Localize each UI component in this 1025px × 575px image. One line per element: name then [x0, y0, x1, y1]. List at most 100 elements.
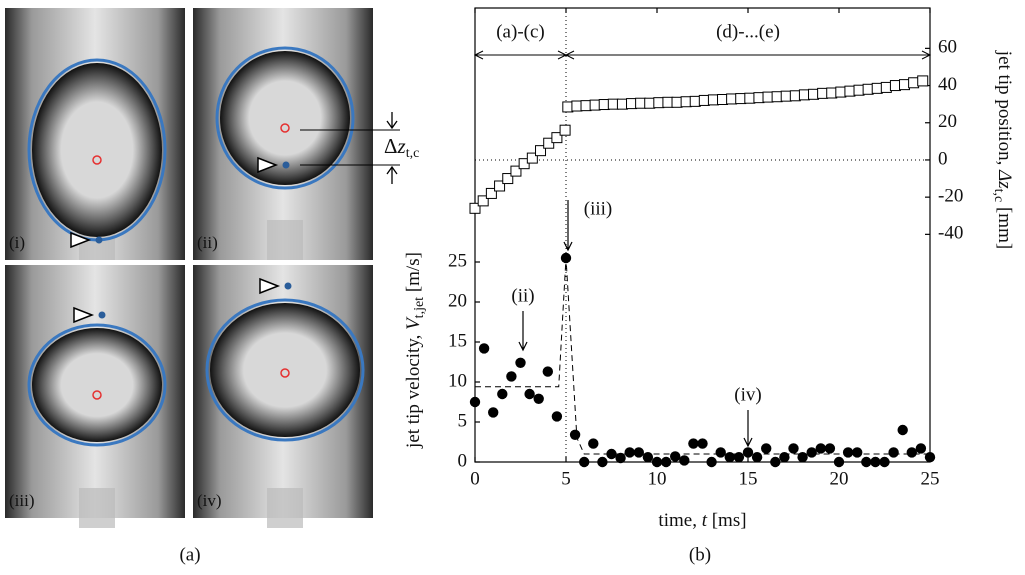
position-point: [580, 100, 592, 112]
caption: (a): [179, 544, 200, 565]
x-tick-label: 15: [739, 468, 758, 489]
bubble: [32, 63, 162, 237]
range-label: (a)-(c): [496, 21, 545, 42]
velocity-point: [751, 452, 763, 463]
position-point: [535, 145, 547, 157]
position-point: [744, 92, 756, 104]
velocity-point: [497, 388, 508, 400]
velocity-point: [615, 452, 626, 464]
velocity-point: [788, 443, 799, 454]
position-point: [526, 152, 538, 164]
y2-axis-label-part: t,c: [991, 189, 1006, 203]
velocity-point: [833, 456, 845, 468]
position-point: [589, 99, 601, 111]
fit-circle: [215, 46, 355, 190]
position-point: [616, 98, 628, 110]
range-label: (d)-...(e): [716, 21, 780, 42]
position-point: [626, 98, 638, 110]
panel-label: (ii): [197, 233, 218, 252]
position-point: [826, 87, 838, 99]
chart: 0 5 10 15 20 25 0 5 10 15 20 25 -40 -20 0 20 40 60 (a)-(c)…: [403, 7, 1015, 531]
velocity-point: [715, 447, 726, 458]
x-axis-label: time, t [ms]: [658, 510, 746, 531]
position-point: [469, 202, 481, 214]
position-point: [871, 82, 883, 94]
bubble: [210, 303, 360, 437]
x-axis-label-part: time,: [658, 510, 701, 531]
velocity-point: [842, 447, 854, 458]
position-point: [680, 96, 692, 108]
annotation-arrow: [518, 311, 528, 352]
panel-label: (i): [9, 233, 25, 252]
y-axis-label-part: jet tip velocity,: [403, 330, 424, 449]
position-point: [908, 77, 920, 89]
position-point: [835, 86, 847, 98]
position-point: [880, 81, 892, 93]
position-point: [571, 100, 583, 112]
jet-tip: [284, 282, 292, 290]
velocity-point: [606, 448, 617, 460]
y2-axis-label-part: jet tip position,: [994, 50, 1015, 170]
y2-tick-label: 20: [938, 111, 957, 132]
panel-label: (iv): [197, 491, 222, 510]
centre: [280, 368, 290, 378]
y-axis-label-part: [m/s]: [403, 252, 424, 297]
velocity-point: [770, 456, 781, 468]
velocity-point: [733, 452, 745, 463]
velocity-point: [815, 443, 826, 454]
centre: [280, 123, 290, 133]
x-tick-label: 25: [921, 468, 940, 489]
position-point: [662, 96, 674, 108]
position-point: [477, 195, 489, 207]
position-point: [518, 158, 530, 170]
position-point: [798, 89, 810, 101]
velocity-point: [660, 456, 672, 468]
position-point: [853, 84, 865, 96]
y2-tick-label: 60: [938, 37, 957, 58]
position-point: [717, 94, 729, 106]
velocity-point: [569, 429, 581, 440]
position-point: [607, 98, 619, 110]
velocity-point: [597, 456, 608, 468]
x-axis-label-part: t: [702, 510, 708, 531]
annotation: (ii): [511, 285, 534, 306]
y-tick-label: 20: [448, 290, 467, 311]
y-tick-label: 10: [448, 370, 467, 391]
position-point: [726, 93, 738, 105]
y-tick-label: 15: [448, 330, 467, 351]
velocity-point: [742, 447, 754, 458]
position-point: [689, 95, 701, 107]
position-point: [780, 90, 792, 102]
velocity-point: [524, 388, 535, 400]
pointer: [259, 277, 281, 295]
y2-tick-label: -40: [938, 223, 963, 244]
fit-circle: [27, 323, 167, 447]
x-tick-label: 20: [830, 468, 849, 489]
velocity-point: [506, 371, 517, 382]
position-point: [543, 137, 555, 149]
y2-tick-label: -20: [938, 186, 963, 207]
position-point: [789, 90, 801, 102]
y2-axis-label: jet tip position, Δzt,c [mm]: [991, 50, 1015, 249]
position-point: [771, 91, 783, 103]
fit-circle: [205, 298, 365, 442]
velocity-point: [642, 452, 654, 463]
velocity-point: [797, 452, 808, 463]
velocity-point: [724, 452, 735, 463]
range-arrow: [473, 50, 932, 60]
position-point: [559, 124, 571, 136]
delta-label-part: z: [397, 134, 406, 158]
velocity-point: [861, 456, 872, 468]
y-tick-label: 25: [448, 250, 467, 271]
position-point: [494, 180, 506, 192]
position-point: [510, 165, 522, 177]
velocity-point: [488, 407, 499, 418]
annotation-arrow: [743, 410, 753, 448]
x-tick-label: 5: [561, 468, 571, 489]
velocity-point: [478, 343, 490, 354]
dim-arrow: [386, 112, 398, 184]
velocity-point: [852, 447, 863, 458]
velocity-point: [915, 443, 927, 454]
velocity-point: [551, 411, 563, 422]
velocity-point: [888, 447, 899, 458]
